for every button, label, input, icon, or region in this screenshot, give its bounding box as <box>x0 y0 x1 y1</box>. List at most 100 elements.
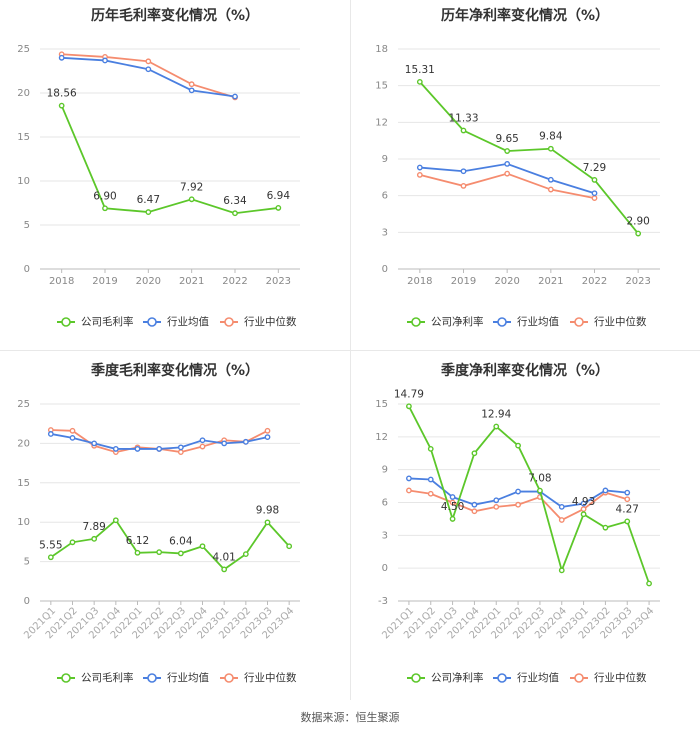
legend-item-median: 行业中位数 <box>570 671 647 684</box>
legend-item-avg: 行业均值 <box>493 671 559 684</box>
legend-label: 公司毛利率 <box>81 315 134 328</box>
data-point-avg <box>515 488 521 495</box>
data-point-avg <box>134 446 141 452</box>
data-point-company <box>232 210 238 217</box>
data-point-avg <box>493 497 500 504</box>
data-label: 4.50 <box>441 501 464 513</box>
data-point-company <box>602 524 609 531</box>
data-label: 6.34 <box>223 195 247 207</box>
legend-marker <box>574 673 584 683</box>
y-tick-label: 0 <box>382 264 388 275</box>
chart-2: 历年净利率变化情况（%） 0 3 6 9 12 15 18 2018 2019 2020 2021 20… <box>375 7 660 328</box>
data-point-median <box>471 508 478 515</box>
data-point-median <box>416 171 423 178</box>
data-label: 6.94 <box>267 190 291 202</box>
data-point-avg <box>69 434 76 441</box>
data-point-company <box>449 516 456 522</box>
legend-marker <box>574 317 584 327</box>
legend-marker <box>497 673 507 683</box>
y-tick-label: 5 <box>24 220 30 231</box>
data-label: 12.94 <box>481 409 511 421</box>
data-point-company <box>112 517 119 524</box>
data-point-avg <box>145 66 152 73</box>
x-tick-label: 2023 <box>266 276 291 287</box>
data-label: 15.31 <box>405 64 435 76</box>
data-source-note: 数据来源：恒生聚源 <box>300 711 400 724</box>
data-point-company <box>427 445 434 452</box>
y-tick-label: 5 <box>24 557 30 568</box>
x-tick-label: 2019 <box>451 276 476 287</box>
data-point-company <box>416 78 423 85</box>
data-point-avg <box>199 437 206 444</box>
data-point-company <box>537 487 543 494</box>
data-label: 6.12 <box>126 535 149 547</box>
data-point-avg <box>58 54 65 61</box>
y-tick-label: 15 <box>375 81 388 92</box>
data-label: 9.84 <box>539 131 563 143</box>
x-tick-label: 2018 <box>49 276 74 287</box>
legend-item-company: 公司毛利率 <box>57 671 134 684</box>
y-tick-label: 0 <box>24 596 30 607</box>
data-point-median <box>504 170 511 177</box>
data-point-avg <box>156 446 163 452</box>
legend-item-median: 行业中位数 <box>220 315 297 328</box>
legend-item-company: 公司净利率 <box>407 315 484 328</box>
y-tick-label: 15 <box>17 478 30 489</box>
data-point-median <box>449 499 456 506</box>
data-point-company <box>145 209 152 215</box>
data-point-company <box>493 423 500 430</box>
y-tick-label: 10 <box>17 517 30 528</box>
data-point-company <box>91 535 98 542</box>
data-point-company <box>221 566 228 573</box>
data-label: 9.65 <box>495 133 518 145</box>
y-tick-label: 25 <box>17 44 30 55</box>
data-label: 5.55 <box>39 539 62 551</box>
y-tick-label: 6 <box>382 498 388 509</box>
data-point-avg <box>602 487 609 494</box>
data-point-avg <box>102 57 108 64</box>
data-point-company <box>406 403 412 410</box>
data-point-company <box>460 127 467 134</box>
legend-marker <box>411 317 421 327</box>
x-tick-label: 2021 <box>538 276 563 287</box>
data-point-avg <box>177 444 184 451</box>
x-tick-label: 2020 <box>136 276 161 287</box>
data-point-avg <box>471 501 478 508</box>
data-label: 7.08 <box>528 473 551 485</box>
data-label: 7.29 <box>583 162 606 174</box>
x-tick-label: 2023 <box>625 276 650 287</box>
data-point-avg <box>232 93 238 100</box>
legend-item-company: 公司毛利率 <box>57 315 134 328</box>
legend-marker <box>411 673 421 683</box>
chart-4: 季度净利率变化情况（%）-3036912152021Q12021Q22021Q3… <box>375 362 660 684</box>
data-point-avg <box>221 440 228 447</box>
chart-3: 季度毛利率变化情况（%）05101520252021Q12021Q22021Q3… <box>17 362 300 684</box>
data-point-median <box>624 496 631 503</box>
series-line-company <box>60 105 279 215</box>
chart-title: 历年毛利率变化情况（%） <box>91 7 259 24</box>
data-label: 2.90 <box>626 216 649 228</box>
chart-title: 历年净利率变化情况（%） <box>441 7 609 24</box>
data-label: 6.47 <box>137 194 160 206</box>
data-point-avg <box>624 489 631 496</box>
data-point-avg <box>449 494 456 500</box>
data-point-company <box>177 550 184 557</box>
data-point-median <box>515 501 521 508</box>
legend-label: 行业均值 <box>167 671 209 684</box>
legend-item-avg: 行业均值 <box>143 315 209 328</box>
chart-1: 历年毛利率变化情况（%） 0 5 10 15 20 25 2018 2019 2020 2021 20… <box>17 7 300 328</box>
legend-marker <box>61 673 71 683</box>
legend-marker <box>497 317 507 327</box>
data-point-avg <box>547 176 554 183</box>
legend-marker <box>147 317 157 327</box>
data-point-median <box>69 427 76 434</box>
data-point-company <box>591 176 598 183</box>
data-point-company <box>47 554 54 561</box>
y-tick-label: 15 <box>375 399 388 410</box>
chart-title: 季度毛利率变化情况（%） <box>90 362 259 379</box>
data-point-company <box>188 196 195 203</box>
series-line-avg <box>419 162 595 195</box>
data-point-company <box>264 519 271 526</box>
data-point-median <box>188 81 195 88</box>
y-tick-label: 9 <box>382 465 388 476</box>
